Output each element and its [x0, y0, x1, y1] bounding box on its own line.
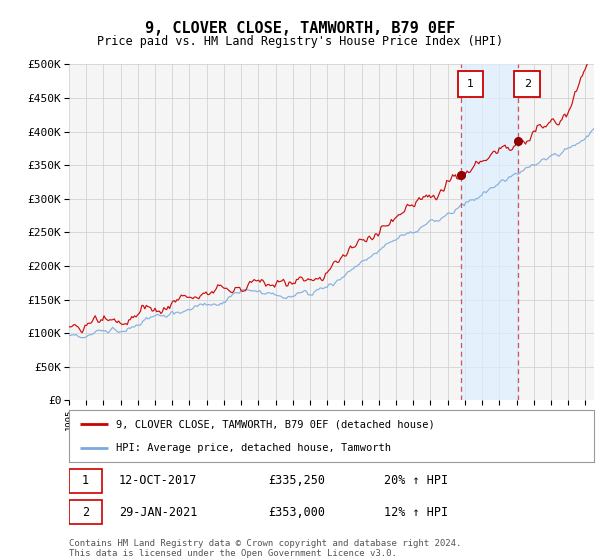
Text: 12-OCT-2017: 12-OCT-2017 — [119, 474, 197, 487]
FancyBboxPatch shape — [458, 71, 484, 97]
FancyBboxPatch shape — [514, 71, 540, 97]
Text: 2: 2 — [524, 79, 531, 89]
Text: 12% ↑ HPI: 12% ↑ HPI — [384, 506, 448, 519]
Text: 2: 2 — [82, 506, 89, 519]
FancyBboxPatch shape — [69, 500, 101, 524]
Text: Contains HM Land Registry data © Crown copyright and database right 2024.
This d: Contains HM Land Registry data © Crown c… — [69, 539, 461, 558]
Text: 1: 1 — [82, 474, 89, 487]
Text: 29-JAN-2021: 29-JAN-2021 — [119, 506, 197, 519]
Text: 9, CLOVER CLOSE, TAMWORTH, B79 0EF: 9, CLOVER CLOSE, TAMWORTH, B79 0EF — [145, 21, 455, 36]
Text: Price paid vs. HM Land Registry's House Price Index (HPI): Price paid vs. HM Land Registry's House … — [97, 35, 503, 48]
Text: HPI: Average price, detached house, Tamworth: HPI: Average price, detached house, Tamw… — [116, 443, 391, 453]
Text: 1: 1 — [467, 79, 474, 89]
Bar — [461, 64, 518, 400]
Text: £353,000: £353,000 — [269, 506, 325, 519]
FancyBboxPatch shape — [69, 469, 101, 493]
Text: £335,250: £335,250 — [269, 474, 325, 487]
Text: 20% ↑ HPI: 20% ↑ HPI — [384, 474, 448, 487]
Text: 9, CLOVER CLOSE, TAMWORTH, B79 0EF (detached house): 9, CLOVER CLOSE, TAMWORTH, B79 0EF (deta… — [116, 419, 435, 430]
